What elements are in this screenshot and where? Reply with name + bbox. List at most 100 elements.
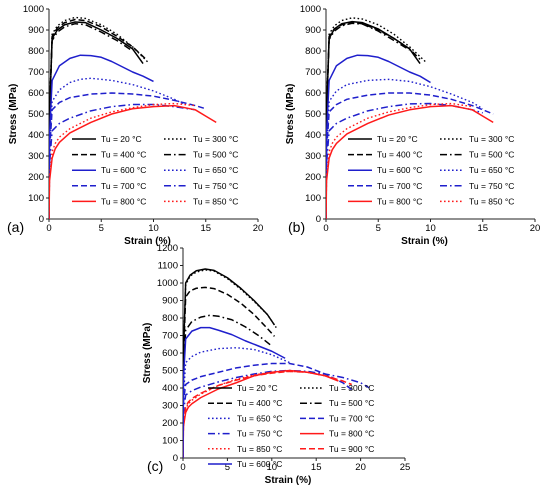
legend-label: Tu = 650 °C [469,165,514,175]
x-tick-label: 15 [477,223,488,234]
x-tick-label: 0 [323,223,328,234]
y-tick-label: 600 [162,348,178,359]
legend-label: Tu = 20 °C [101,134,142,144]
series-line [326,54,431,219]
legend-label: Tu = 500 °C [469,150,514,160]
x-tick-label: 20 [355,462,366,473]
y-tick-label: 500 [162,366,178,377]
series-line [49,54,154,219]
panel-c: 0100200300400500600700800900100011001200… [142,243,410,486]
y-tick-label: 1000 [157,278,178,289]
legend-label: Tu = 500 °C [329,398,374,408]
y-tick-label: 1100 [158,261,178,272]
x-tick-label: 5 [225,462,230,473]
y-tick-label: 700 [28,67,44,78]
x-tick-label: 5 [99,223,104,234]
y-tick-label: 200 [162,418,178,429]
y-tick-label: 200 [28,172,44,183]
series-line [183,269,277,458]
panel-label: (a) [7,219,24,235]
series-line [326,92,494,219]
y-tick-label: 800 [28,46,44,57]
series-line [326,104,494,219]
y-tick-label: 800 [305,46,321,57]
legend-label: Tu = 800 °C [377,196,422,206]
series-line [49,102,196,219]
legend-label: Tu = 300 °C [469,134,514,144]
legend-label: Tu = 850 °C [469,196,514,206]
x-axis-label: Strain (%) [401,236,448,247]
y-tick-label: 900 [305,25,321,36]
y-tick-label: 400 [162,383,178,394]
y-tick-label: 0 [316,214,321,225]
y-tick-label: 100 [162,436,178,447]
x-tick-label: 20 [253,223,264,234]
legend-label: Tu = 650 °C [237,413,282,423]
x-tick-label: 20 [530,223,541,234]
y-tick-label: 700 [305,67,321,78]
y-axis-label: Stress (MPa) [285,84,296,145]
series-line [49,22,134,219]
legend-label: Tu = 750 °C [469,181,514,191]
legend-label: Tu = 20 °C [377,134,418,144]
y-tick-label: 1000 [300,4,321,15]
x-tick-label: 0 [46,223,51,234]
y-tick-label: 500 [28,109,44,120]
legend-label: Tu = 650 °C [193,165,238,175]
x-tick-label: 10 [267,462,278,473]
y-tick-label: 100 [28,193,44,204]
x-tick-label: 10 [148,223,159,234]
x-tick-label: 15 [311,462,322,473]
legend-label: Tu = 750 °C [237,429,282,439]
series-line [183,362,353,458]
y-tick-label: 800 [162,313,178,324]
legend-label: Tu = 700 °C [329,413,374,423]
legend-label: Tu = 300 °C [193,134,238,144]
legend-label: Tu = 800 °C [101,196,146,206]
series-line [49,104,217,219]
legend-label: Tu = 600 °C [101,165,146,175]
series-line [183,347,290,458]
panel-label: (c) [147,458,163,474]
y-tick-label: 100 [305,193,321,204]
x-tick-label: 0 [180,462,185,473]
x-tick-label: 10 [425,223,436,234]
legend-label: Tu = 800 °C [329,429,374,439]
legend-label: Tu = 850 °C [237,444,282,454]
y-tick-label: 600 [28,88,44,99]
legend-label: Tu = 750 °C [193,181,238,191]
y-tick-label: 200 [305,172,321,183]
y-axis-label: Stress (MPa) [8,84,19,145]
legend-label: Tu = 700 °C [377,181,422,191]
series-line [49,92,206,219]
legend-label: Tu = 400 °C [101,150,146,160]
legend-label: Tu = 900 °C [329,444,374,454]
x-axis-label: Strain (%) [265,475,312,486]
y-tick-label: 600 [305,88,321,99]
y-tick-label: 1200 [157,243,178,254]
series-line [49,77,186,219]
y-tick-label: 500 [305,109,321,120]
y-tick-label: 900 [28,25,44,36]
x-axis-label: Strain (%) [124,236,171,247]
series-line [183,286,276,458]
legend-label: Tu = 700 °C [101,181,146,191]
y-tick-label: 0 [173,453,178,464]
x-tick-label: 25 [400,462,411,473]
y-tick-label: 400 [28,130,44,141]
panel-a: 0 100 200 300 400 500 600 700 800 900 1000 0 5 10 15 20… [7,4,263,247]
y-tick-label: 0 [39,214,44,225]
y-tick-label: 300 [28,151,44,162]
legend-label: Tu = 600 °C [237,459,282,469]
legend-label: Tu = 20 °C [237,383,278,393]
series-line [183,326,286,458]
x-tick-label: 15 [200,223,211,234]
y-tick-label: 300 [305,151,321,162]
y-tick-label: 1000 [23,4,44,15]
panel-b: 0 100 200 300 400 500 600 700 800 900 1000 0 5 10 15 20… [285,4,540,247]
legend-label: Tu = 400 °C [237,398,282,408]
legend-label: Tu = 500 °C [193,150,238,160]
y-tick-label: 700 [162,331,178,342]
series-line [326,102,473,219]
